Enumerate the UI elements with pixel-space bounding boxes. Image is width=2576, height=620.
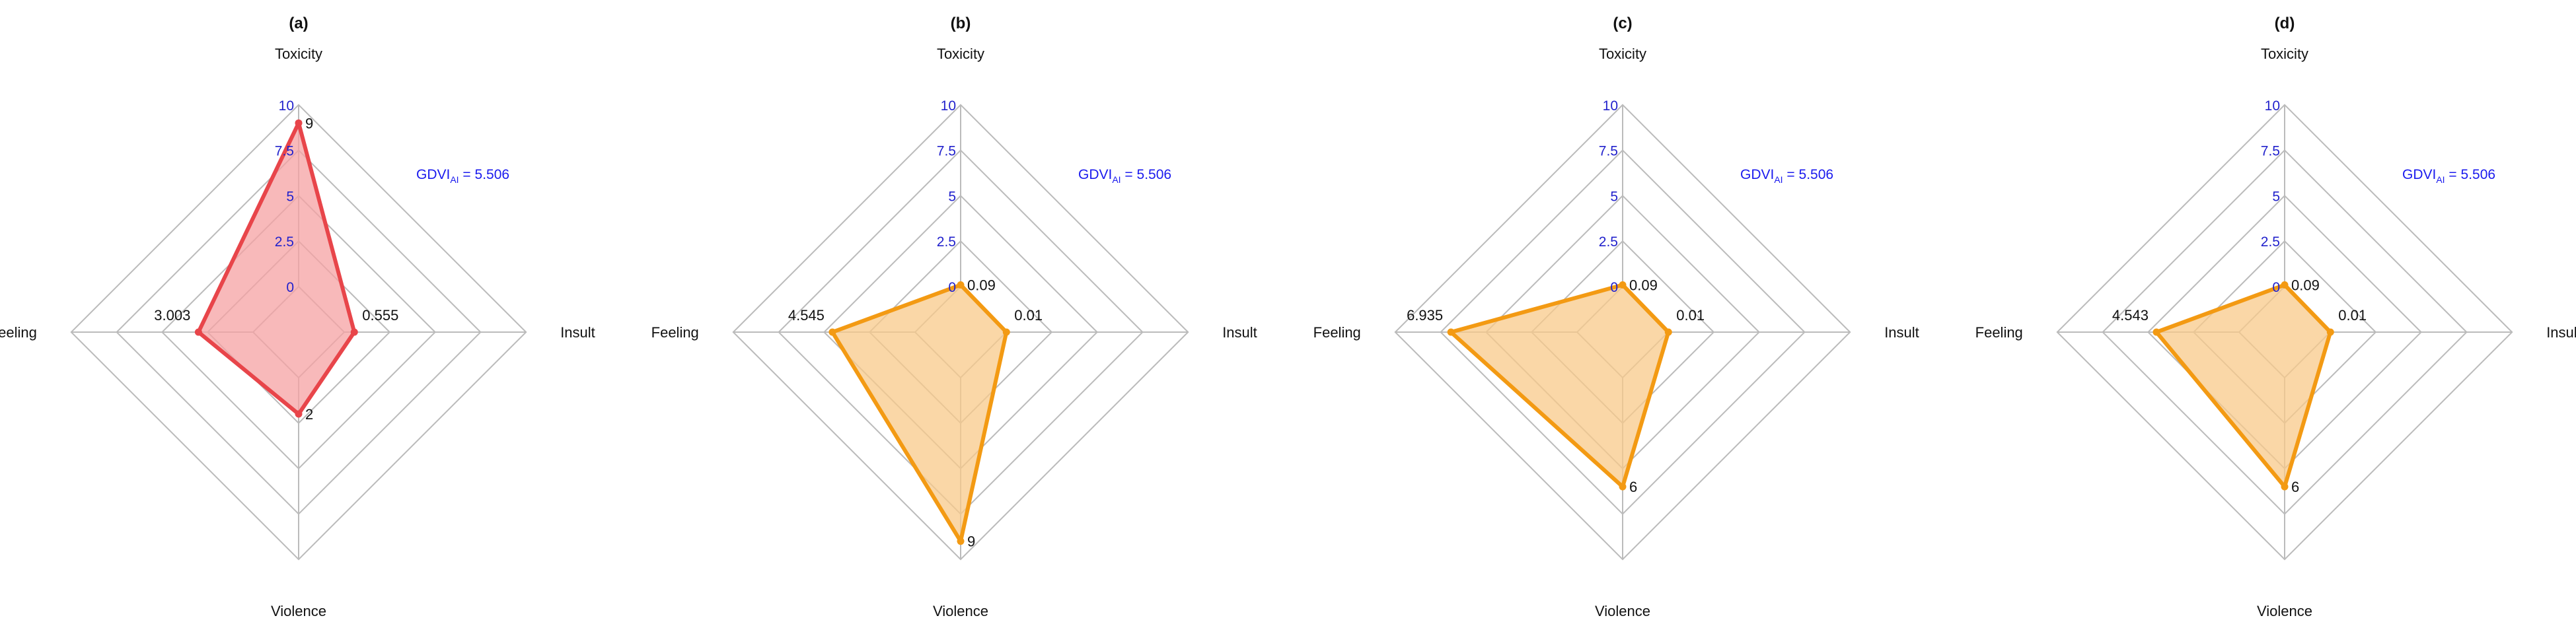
- data-point: [194, 328, 202, 336]
- data-point: [295, 119, 303, 127]
- data-point: [1002, 328, 1010, 336]
- gdvi-prefix: GDVI: [1740, 167, 1774, 182]
- radial-tick-label: 5: [2272, 189, 2280, 204]
- radar-panel-a: (a) 0 2.5 5 7.5 10 9 0.555 2 3.003 Toxicity Insult V…: [0, 15, 595, 619]
- value-label: 0.09: [1629, 277, 1658, 294]
- data-point: [1664, 328, 1672, 336]
- value-label: 0.09: [2291, 277, 2320, 294]
- gdvi-value: = 5.506: [2445, 167, 2495, 182]
- panel-title: (c): [1613, 15, 1632, 32]
- value-label: 3.003: [154, 307, 190, 324]
- radial-tick-label: 0: [286, 280, 294, 295]
- data-point: [2153, 328, 2160, 336]
- radial-tick-label: 5: [1610, 189, 1618, 204]
- value-label: 6.935: [1407, 307, 1443, 324]
- axis-label-violence: Violence: [271, 603, 326, 619]
- value-label: 9: [967, 534, 975, 550]
- data-point: [828, 328, 836, 336]
- data-point: [2281, 483, 2289, 491]
- gdvi-value: = 5.506: [1121, 167, 1171, 182]
- value-label: 9: [305, 115, 313, 131]
- radial-tick-label: 5: [948, 189, 956, 204]
- data-point: [957, 537, 965, 545]
- data-point: [2281, 281, 2289, 289]
- radial-tick-label: 10: [1603, 98, 1618, 114]
- radial-tick-label: 2.5: [1599, 234, 1618, 250]
- radial-tick-label: 0: [1610, 280, 1618, 295]
- radial-tick-label: 0: [948, 280, 956, 295]
- radial-tick-label: 2.5: [937, 234, 956, 250]
- radial-tick-label: 5: [286, 189, 294, 204]
- gdvi-annotation: GDVIAI = 5.506: [416, 167, 509, 185]
- gdvi-value: = 5.506: [1783, 167, 1833, 182]
- data-point: [957, 281, 965, 289]
- panel-title: (a): [289, 15, 308, 32]
- gdvi-subscript: AI: [1112, 174, 1121, 185]
- gdvi-prefix: GDVI: [416, 167, 450, 182]
- axis-label-toxicity: Toxicity: [1599, 46, 1646, 62]
- axis-label-violence: Violence: [1595, 603, 1650, 619]
- axis-label-insult: Insult: [1222, 324, 1257, 341]
- data-area: [196, 121, 357, 417]
- value-label: 0.555: [362, 307, 398, 324]
- radial-tick-label: 10: [279, 98, 294, 114]
- radial-tick-label: 7.5: [275, 144, 294, 159]
- value-label: 6: [2291, 479, 2299, 495]
- gdvi-prefix: GDVI: [1078, 167, 1112, 182]
- radar-panel-d: (d) 0 2.5 5 7.5 10 0.09 0.01 6 4.543 Toxicity Insul…: [1975, 15, 2576, 619]
- value-label: 0.01: [1676, 307, 1705, 324]
- gdvi-annotation: GDVIAI = 5.506: [1740, 167, 1833, 185]
- panel-title: (d): [2275, 15, 2295, 32]
- axis-label-insult: Insult: [560, 324, 595, 341]
- value-label: 0.01: [1014, 307, 1043, 324]
- value-label: 6: [1629, 479, 1637, 495]
- data-point: [1619, 483, 1627, 491]
- radial-tick-label: 7.5: [2261, 144, 2280, 159]
- gdvi-subscript: AI: [450, 174, 459, 185]
- radar-panel-c: (c) 0 2.5 5 7.5 10 0.09 0.01 6 6.935 Toxicity Insul…: [1313, 15, 1919, 619]
- gdvi-annotation: GDVIAI = 5.506: [1078, 167, 1171, 185]
- axis-label-feeling: Feeling: [0, 324, 37, 341]
- radial-tick-label: 10: [941, 98, 956, 114]
- data-point: [295, 410, 303, 418]
- axis-label-insult: Insult: [2546, 324, 2576, 341]
- axis-label-toxicity: Toxicity: [2261, 46, 2308, 62]
- value-label: 0.01: [2338, 307, 2367, 324]
- axis-label-feeling: Feeling: [1975, 324, 2023, 341]
- data-area: [1449, 283, 1671, 489]
- data-point: [2326, 328, 2334, 336]
- axis-label-toxicity: Toxicity: [937, 46, 984, 62]
- radial-tick-label: 2.5: [275, 234, 294, 250]
- gdvi-annotation: GDVIAI = 5.506: [2402, 167, 2495, 185]
- radar-panel-b: (b) 0 2.5 5 7.5 10 0.09 0.01 9 4.545 Toxicity Insul…: [651, 15, 1257, 619]
- axis-label-violence: Violence: [933, 603, 988, 619]
- value-label: 4.543: [2112, 307, 2149, 324]
- gdvi-subscript: AI: [1774, 174, 1783, 185]
- value-label: 0.09: [967, 277, 996, 294]
- data-area: [830, 283, 1009, 543]
- value-label: 2: [305, 406, 313, 423]
- radial-tick-label: 7.5: [1599, 144, 1618, 159]
- radial-tick-label: 10: [2265, 98, 2280, 114]
- axis-label-toxicity: Toxicity: [275, 46, 322, 62]
- axis-label-feeling: Feeling: [1313, 324, 1361, 341]
- gdvi-prefix: GDVI: [2402, 167, 2436, 182]
- radial-tick-label: 2.5: [2261, 234, 2280, 250]
- radial-tick-label: 0: [2272, 280, 2280, 295]
- value-label: 4.545: [788, 307, 825, 324]
- gdvi-subscript: AI: [2436, 174, 2445, 185]
- radial-tick-label: 7.5: [937, 144, 956, 159]
- axis-label-feeling: Feeling: [651, 324, 699, 341]
- data-point: [350, 328, 358, 336]
- data-point: [1447, 328, 1455, 336]
- panel-title: (b): [951, 15, 971, 32]
- data-point: [1619, 281, 1627, 289]
- axis-label-insult: Insult: [1884, 324, 1919, 341]
- axis-label-violence: Violence: [2257, 603, 2312, 619]
- gdvi-value: = 5.506: [459, 167, 509, 182]
